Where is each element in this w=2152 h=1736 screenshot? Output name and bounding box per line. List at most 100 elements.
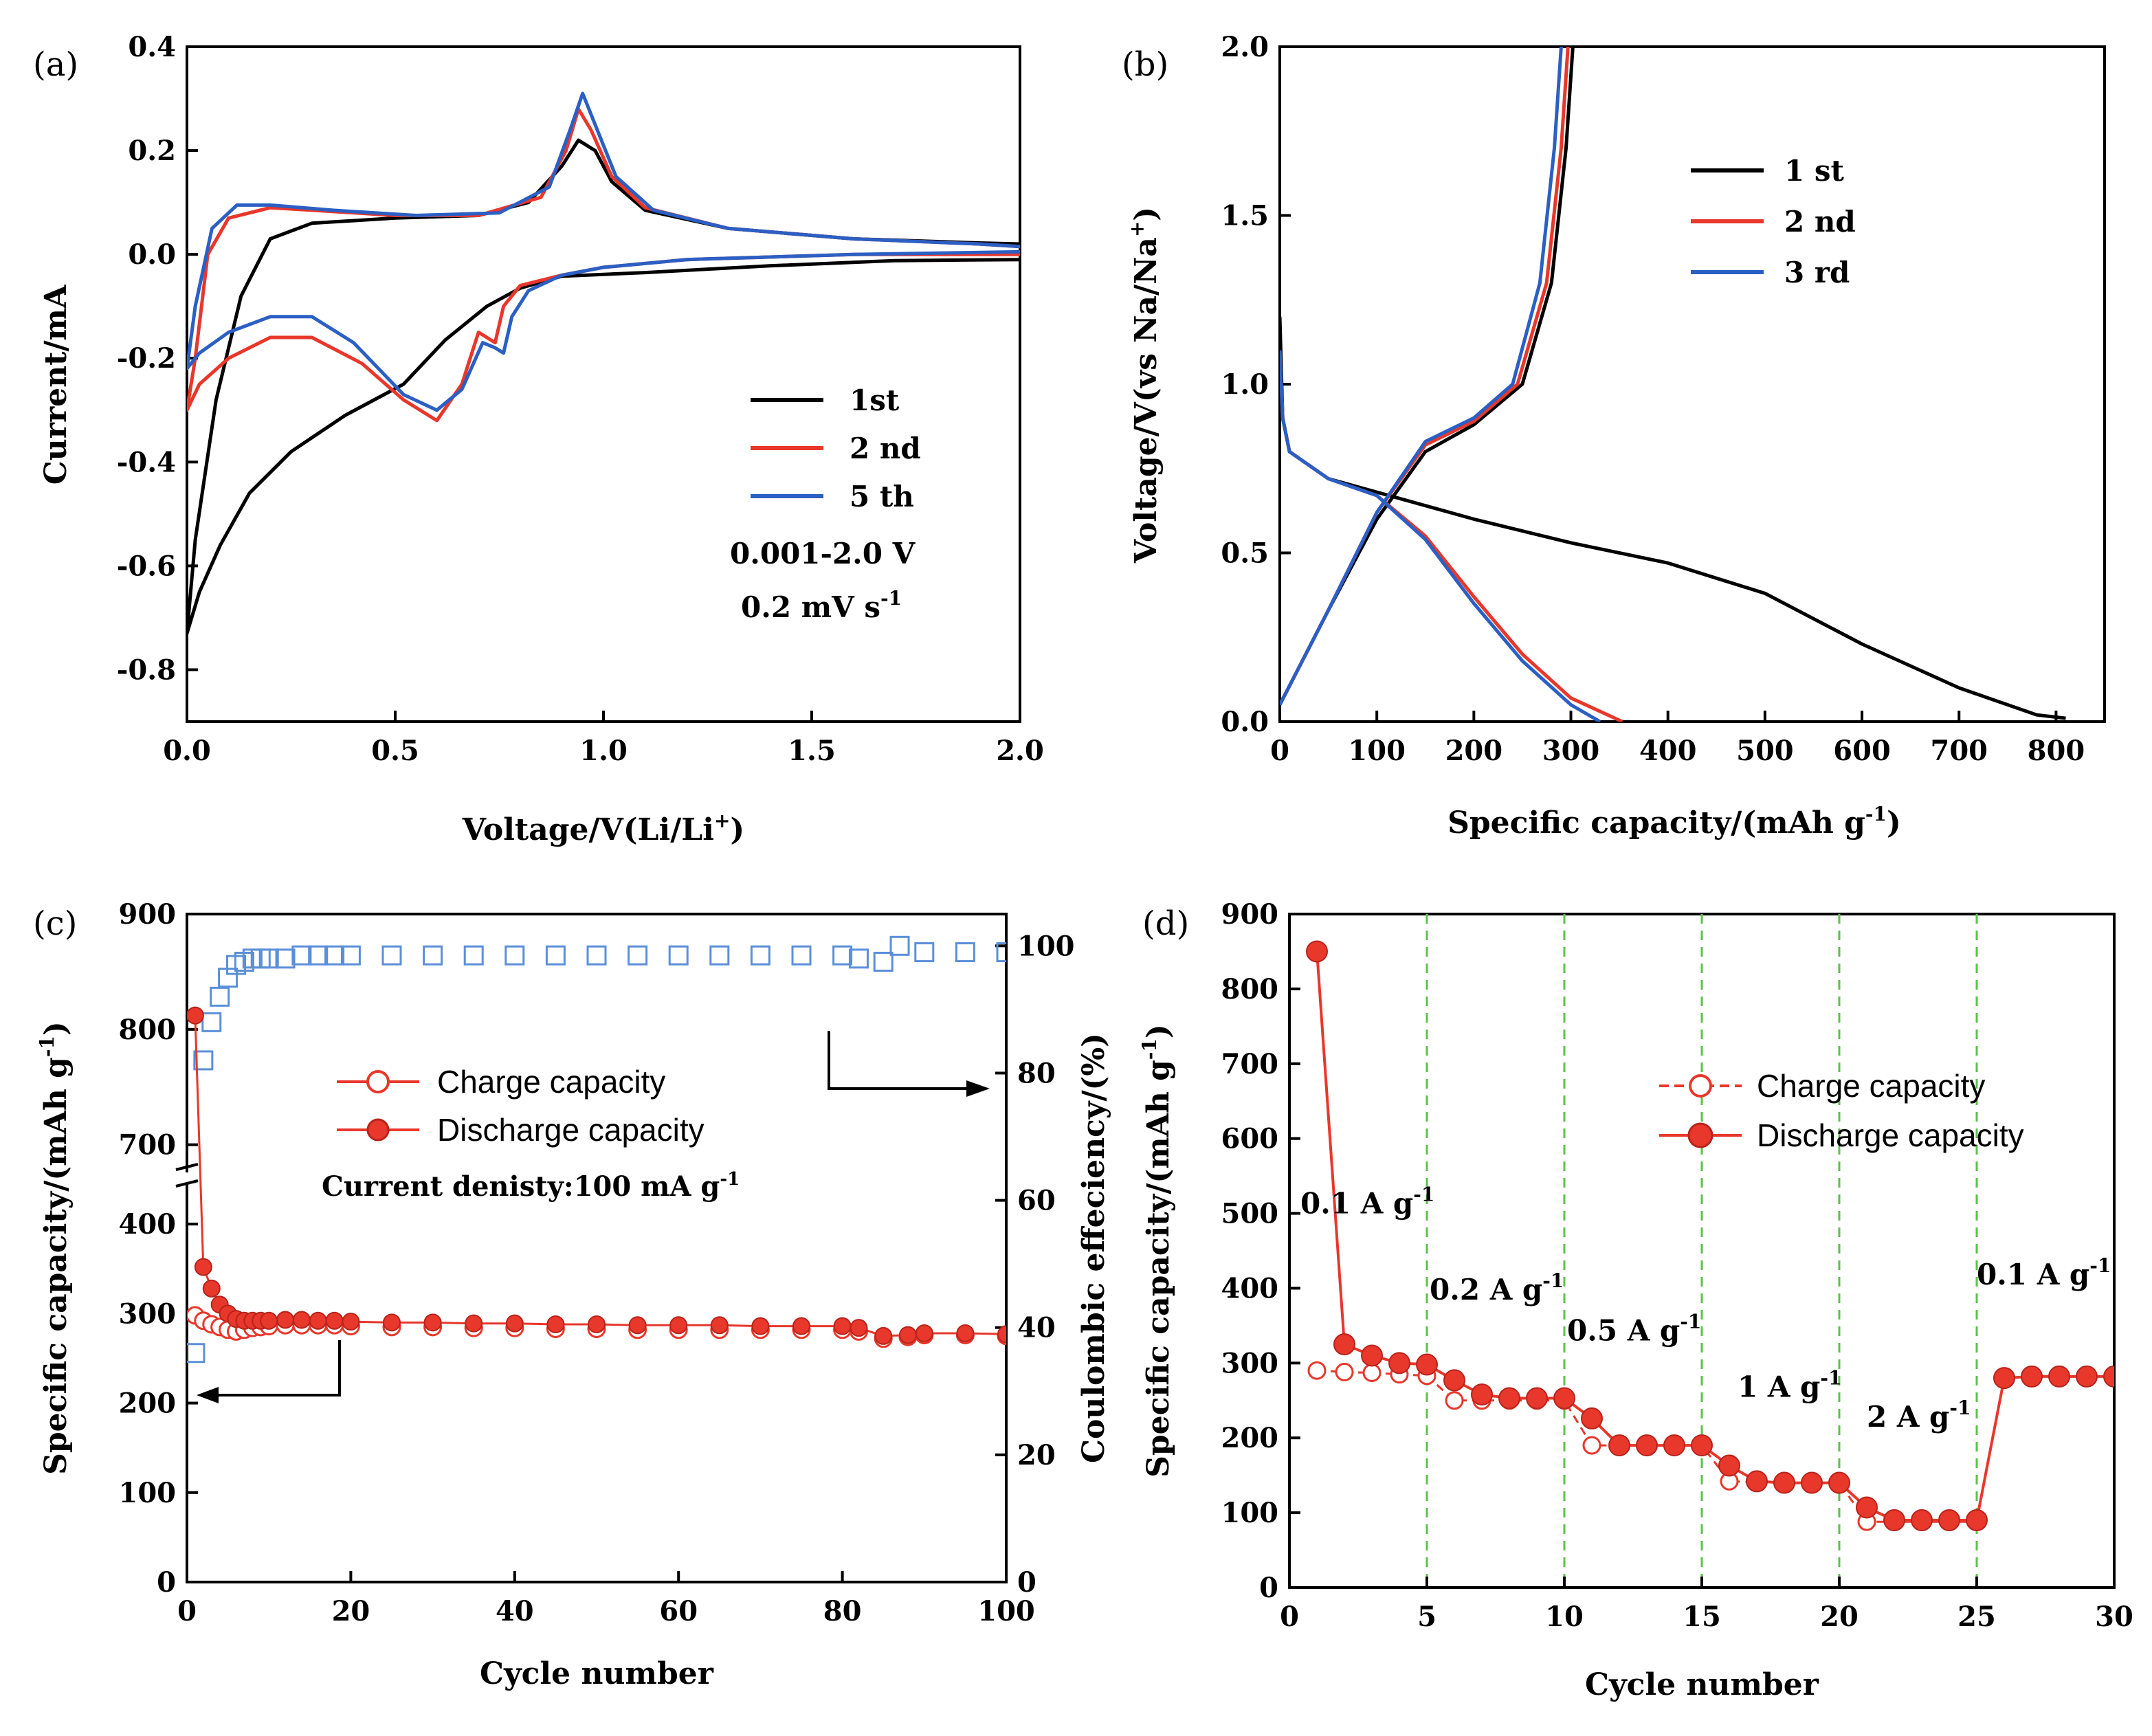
panel-b-ytick-label: 1.5 <box>1221 200 1269 232</box>
panel-d-xtick-label: 20 <box>1820 1601 1859 1633</box>
cv-curve-2nd <box>187 107 1020 423</box>
discharge-capacity-point <box>383 1313 401 1332</box>
panel-c-xtick-label: 80 <box>823 1595 862 1627</box>
panel-a-xtick-label: 2.0 <box>996 735 1044 767</box>
panel-d-ytick-label: 800 <box>1221 973 1279 1005</box>
panel-c-ytick-label: 200 <box>119 1388 177 1420</box>
coulombic-efficiency-point <box>210 986 230 1007</box>
discharge-capacity-point <box>1993 1367 2015 1390</box>
legend-b-label-3rd: 3 rd <box>1784 256 1850 289</box>
discharge-capacity-point <box>546 1315 565 1333</box>
panel-a-xtick-label: 1.0 <box>579 735 628 767</box>
panel-a-series-lines <box>187 91 1020 636</box>
panel-a-ytick-label: -0.4 <box>117 446 176 478</box>
panel-d-ytick-label: 200 <box>1221 1422 1279 1454</box>
discharge-capacity-point <box>1938 1509 1960 1531</box>
discharge-capacity-point <box>1966 1509 1988 1531</box>
panel-b-ytick-label: 1.0 <box>1221 368 1269 401</box>
discharge-capacity-point <box>898 1326 917 1344</box>
discharge-capacity-line <box>1316 951 2114 1522</box>
coulombic-efficiency-point <box>193 1050 214 1071</box>
discharge-capacity-point <box>2048 1365 2070 1388</box>
discharge-capacity-point <box>187 1006 204 1025</box>
coulombic-efficiency-point <box>275 948 296 969</box>
coulombic-efficiency-point <box>586 945 607 966</box>
coulombic-efficiency-point <box>258 948 279 969</box>
panel-label-c: (c) <box>33 904 77 943</box>
panel-c-y2tick-label: 20 <box>1017 1439 1056 1471</box>
discharge-curve-1st <box>1280 316 2066 720</box>
panel-c-ticks: 0 20 40 60 80 1000100200300400700800900020406… <box>119 898 1075 1627</box>
discharge-capacity-point <box>1773 1471 1795 1494</box>
discharge-capacity-point <box>1361 1344 1383 1367</box>
panel-b-ytick-label: 0.5 <box>1221 537 1269 570</box>
panel-c-ytick-label: 900 <box>119 898 177 931</box>
discharge-capacity-point <box>628 1316 647 1335</box>
discharge-capacity-point <box>792 1317 810 1335</box>
panel-a-annotation-scan-rate: 0.2 mV s-1 <box>741 587 902 624</box>
discharge-capacity-point <box>1801 1471 1823 1494</box>
panel-d-ytick-label: 400 <box>1221 1272 1279 1304</box>
coulombic-efficiency-point <box>187 1343 206 1364</box>
discharge-capacity-point <box>1883 1509 1905 1531</box>
panel-b-xtick-label: 0 <box>1270 735 1289 767</box>
discharge-capacity-point <box>1636 1434 1658 1457</box>
coulombic-efficiency-point <box>996 942 1006 963</box>
discharge-capacity-point <box>833 1317 852 1335</box>
panel-a-ytick-label: -0.2 <box>117 342 176 375</box>
discharge-capacity-point <box>309 1311 327 1330</box>
coulombic-efficiency-point <box>504 945 525 966</box>
panel-a-y-axis-label: Current/mA <box>38 285 74 485</box>
panel-c-y2-axis-label: Coulombic effeciency/(%) <box>1076 1033 1111 1463</box>
panel-c-annotation-current-density: Current denisty:100 mA g-1 <box>322 1169 740 1203</box>
discharge-capacity-point <box>2076 1365 2098 1388</box>
legend-a-label-1st: 1st <box>850 383 900 417</box>
discharge-capacity-point <box>751 1317 770 1335</box>
panel-d-y-axis-label: Specific capacity/(mAh g-1) <box>1138 1024 1176 1478</box>
discharge-capacity-point <box>1691 1434 1713 1457</box>
coulombic-efficiency-point <box>291 945 312 966</box>
panel-c-ytick-label: 0 <box>157 1566 176 1599</box>
discharge-capacity-point <box>669 1316 688 1335</box>
discharge-capacity-point <box>1416 1353 1438 1376</box>
panel-a-ytick-label: -0.6 <box>117 550 176 582</box>
panel-a-ytick-label: 0.0 <box>128 238 176 271</box>
discharge-capacity-point <box>292 1311 311 1329</box>
panel-a-xtick-label: 1.5 <box>788 735 836 767</box>
legend-c-label-discharge: Discharge capacity <box>437 1112 705 1148</box>
coulombic-efficiency-point <box>750 945 770 966</box>
panel-c-ytick-label: 800 <box>119 1014 177 1046</box>
axis-break-marks <box>175 1163 199 1188</box>
panel-d-ytick-label: 0 <box>1259 1572 1278 1604</box>
panel-a-ytick-label: 0.4 <box>128 31 176 63</box>
discharge-capacity-point <box>1498 1387 1520 1410</box>
coulombic-efficiency-point <box>201 1012 222 1032</box>
legend-a-label-2nd: 2 nd <box>850 432 921 465</box>
coulombic-efficiency-point <box>463 945 484 966</box>
discharge-capacity-point <box>276 1311 295 1329</box>
legend-d-label-charge: Charge capacity <box>1757 1068 1985 1104</box>
current-rate-label: 0.1 A g-1 <box>1977 1254 2111 1291</box>
discharge-curve-3rd <box>1280 350 1601 722</box>
coulombic-efficiency-point <box>423 945 443 966</box>
discharge-capacity-point <box>2103 1365 2114 1388</box>
current-rate-label: 0.5 A g-1 <box>1567 1311 1701 1348</box>
discharge-capacity-point <box>1443 1369 1465 1392</box>
panel-d-xtick-label: 30 <box>2095 1601 2133 1633</box>
arrowhead-right <box>966 1080 990 1097</box>
panel-a-xtick-label: 0.5 <box>371 735 419 767</box>
coulombic-efficiency-point <box>791 945 812 966</box>
panel-b-xtick-label: 800 <box>2028 735 2085 767</box>
discharge-capacity-point <box>1581 1407 1603 1429</box>
charge-capacity-point <box>1445 1391 1464 1410</box>
discharge-capacity-point <box>710 1316 729 1335</box>
current-rate-label: 2 A g-1 <box>1867 1396 1971 1434</box>
panel-label-a: (a) <box>33 45 78 84</box>
panel-c-xtick-label: 0 <box>177 1595 197 1627</box>
panel-b-plot-frame <box>1278 45 2106 723</box>
current-rate-label: 1 A g-1 <box>1738 1366 1842 1403</box>
panel-c-y2tick-label: 60 <box>1017 1185 1056 1217</box>
legend-c-marker-charge <box>366 1070 390 1093</box>
discharge-capacity-point <box>915 1324 933 1342</box>
panel-d-rate-labels: 0.1 A g-1 0.2 A g-10.5 A g-1 1 A g-1 2 A g-… <box>1300 1183 2111 1434</box>
